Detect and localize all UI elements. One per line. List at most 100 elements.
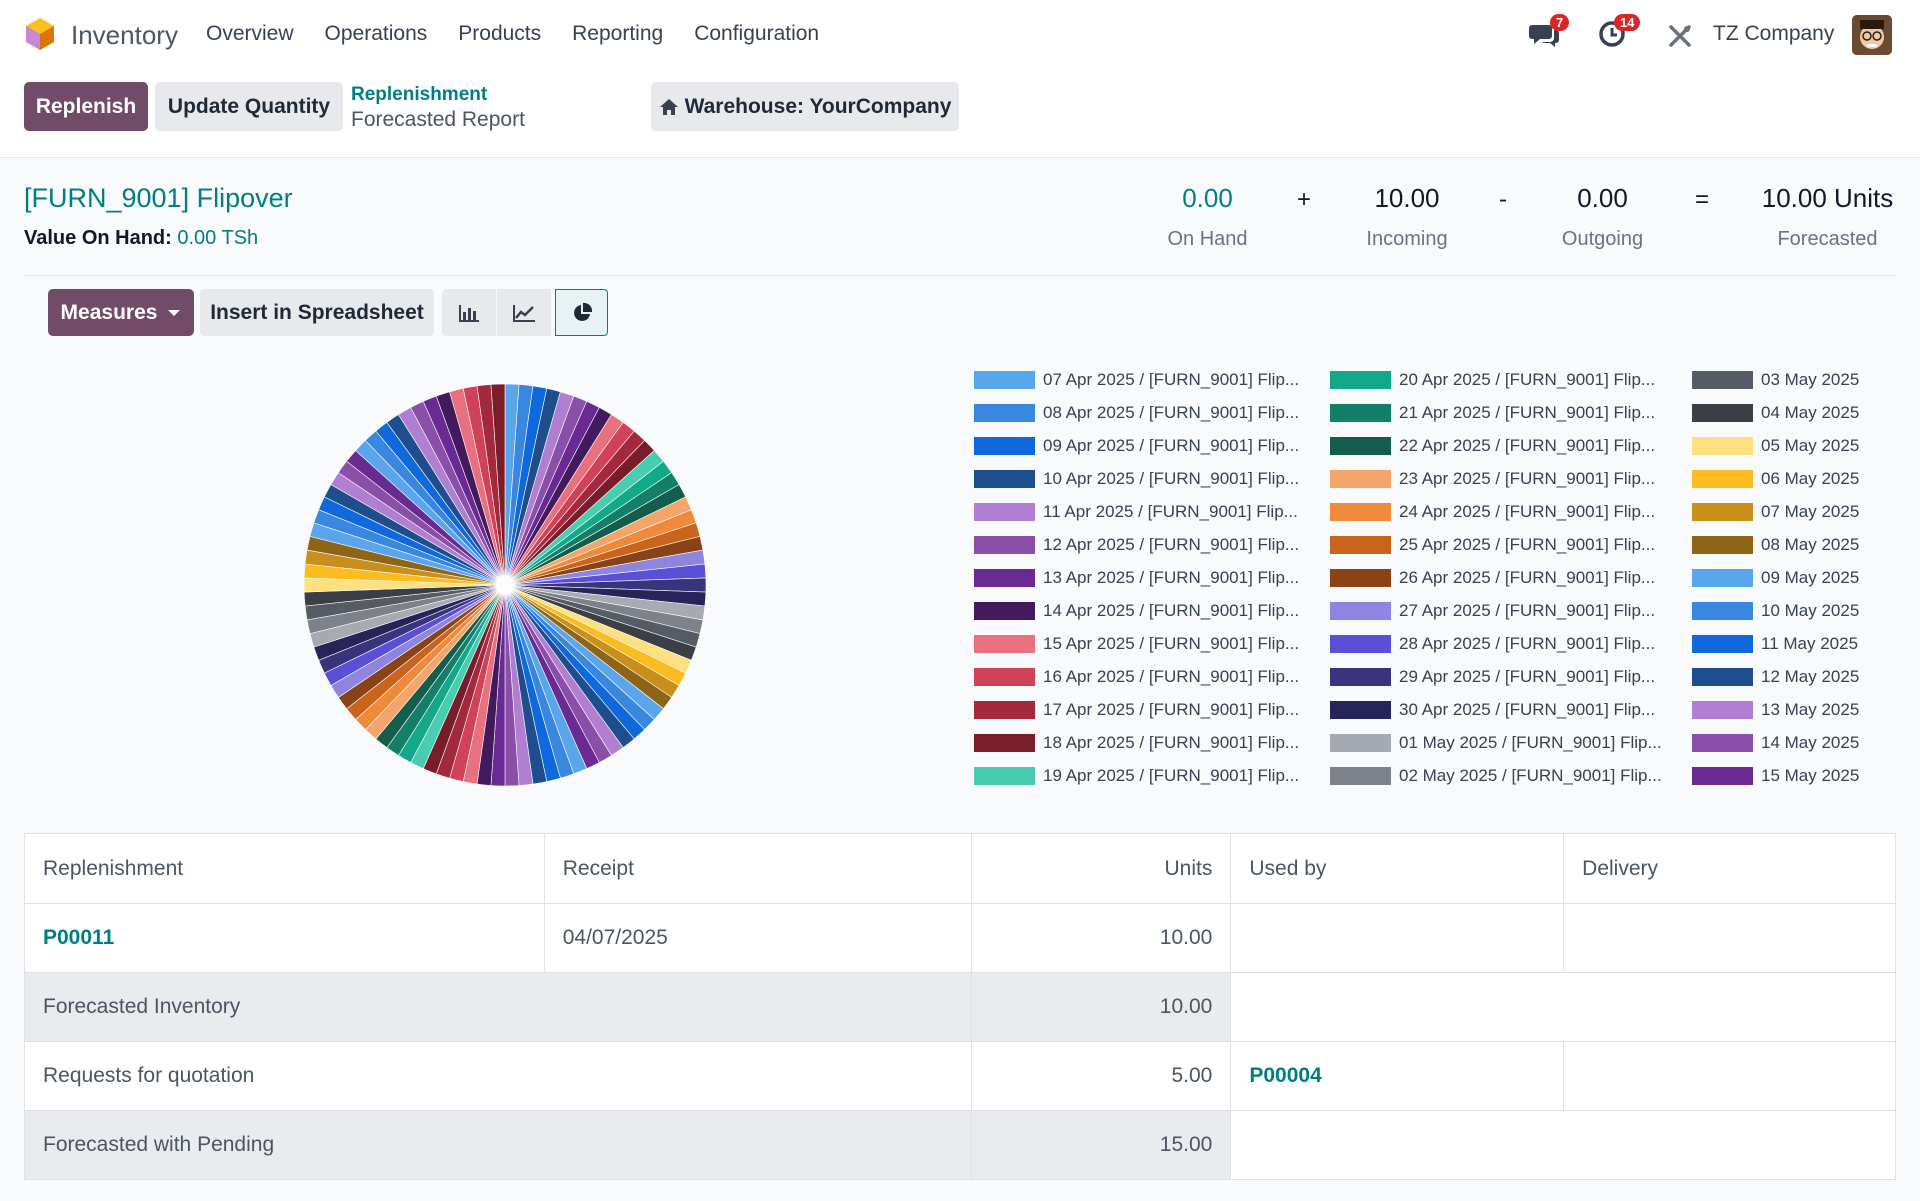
legend-item[interactable]: 17 Apr 2025 / [FURN_9001] Flip... [974, 700, 1324, 720]
rfq-used-by-link[interactable]: P00004 [1249, 1064, 1322, 1087]
measures-label: Measures [60, 300, 158, 324]
main-menu: Overview Operations Products Reporting C… [206, 22, 850, 46]
replenishment-cell: P00011 [24, 903, 545, 973]
legend-item[interactable]: 26 Apr 2025 / [FURN_9001] Flip... [1330, 568, 1686, 588]
legend-swatch [1330, 635, 1391, 653]
legend-item[interactable]: 07 May 2025 [1692, 502, 1862, 522]
legend-item[interactable]: 10 May 2025 [1692, 601, 1862, 621]
pie-chart[interactable] [300, 380, 710, 790]
legend-item[interactable]: 08 Apr 2025 / [FURN_9001] Flip... [974, 403, 1324, 423]
inventory-app-icon[interactable] [24, 17, 56, 51]
legend-label: 24 Apr 2025 / [FURN_9001] Flip... [1399, 502, 1656, 521]
col-used-by: Used by [1230, 833, 1565, 904]
legend-item[interactable]: 15 Apr 2025 / [FURN_9001] Flip... [974, 634, 1324, 654]
legend-item[interactable]: 09 May 2025 [1692, 568, 1862, 588]
outgoing-label: Outgoing [1561, 228, 1644, 250]
legend-item[interactable]: 19 Apr 2025 / [FURN_9001] Flip... [974, 766, 1324, 786]
legend-label: 13 Apr 2025 / [FURN_9001] Flip... [1043, 568, 1300, 587]
legend-label: 01 May 2025 / [FURN_9001] Flip... [1399, 733, 1662, 752]
legend-item[interactable]: 03 May 2025 [1692, 370, 1862, 390]
home-icon [659, 98, 678, 115]
legend-label: 23 Apr 2025 / [FURN_9001] Flip... [1399, 469, 1656, 488]
legend-item[interactable]: 02 May 2025 / [FURN_9001] Flip... [1330, 766, 1686, 786]
stat-on-hand[interactable]: 0.00 On Hand [1150, 183, 1265, 251]
menu-overview[interactable]: Overview [206, 22, 294, 45]
incoming-value: 10.00 [1374, 183, 1440, 213]
legend-swatch [974, 734, 1035, 752]
table-row: P00011 04/07/2025 10.00 [24, 903, 1896, 973]
legend-item[interactable]: 15 May 2025 [1692, 766, 1862, 786]
line-chart-view-button[interactable] [497, 289, 551, 336]
menu-reporting[interactable]: Reporting [572, 22, 664, 45]
legend-swatch [974, 767, 1035, 785]
legend-item[interactable]: 12 Apr 2025 / [FURN_9001] Flip... [974, 535, 1324, 555]
legend-label: 19 Apr 2025 / [FURN_9001] Flip... [1043, 766, 1300, 785]
legend-item[interactable]: 13 Apr 2025 / [FURN_9001] Flip... [974, 568, 1324, 588]
legend-item[interactable]: 27 Apr 2025 / [FURN_9001] Flip... [1330, 601, 1686, 621]
legend-item[interactable]: 14 May 2025 [1692, 733, 1862, 753]
legend-item[interactable]: 05 May 2025 [1692, 436, 1862, 456]
legend-item[interactable]: 28 Apr 2025 / [FURN_9001] Flip... [1330, 634, 1686, 654]
legend-item[interactable]: 22 Apr 2025 / [FURN_9001] Flip... [1330, 436, 1686, 456]
measures-dropdown[interactable]: Measures [48, 289, 194, 336]
legend-item[interactable]: 12 May 2025 [1692, 667, 1862, 687]
replenish-button[interactable]: Replenish [24, 82, 148, 131]
legend-item[interactable]: 25 Apr 2025 / [FURN_9001] Flip... [1330, 535, 1686, 555]
legend-label: 30 Apr 2025 / [FURN_9001] Flip... [1399, 700, 1656, 719]
menu-operations[interactable]: Operations [324, 22, 428, 45]
update-quantity-button[interactable]: Update Quantity [155, 82, 343, 131]
legend-item[interactable]: 30 Apr 2025 / [FURN_9001] Flip... [1330, 700, 1686, 720]
legend-swatch [1692, 635, 1753, 653]
insert-spreadsheet-button[interactable]: Insert in Spreadsheet [200, 289, 434, 336]
company-switcher[interactable]: TZ Company [1713, 22, 1835, 45]
legend-swatch [1692, 767, 1753, 785]
legend-label: 09 Apr 2025 / [FURN_9001] Flip... [1043, 436, 1300, 455]
legend-item[interactable]: 11 Apr 2025 / [FURN_9001] Flip... [974, 502, 1324, 522]
menu-configuration[interactable]: Configuration [694, 22, 820, 45]
tools-button[interactable] [1667, 23, 1693, 54]
user-avatar-image [1852, 15, 1892, 55]
breadcrumb-replenishment[interactable]: Replenishment [351, 84, 488, 105]
empty-cell [1230, 1110, 1896, 1180]
pie-slice[interactable] [490, 383, 506, 586]
legend-item[interactable]: 11 May 2025 [1692, 634, 1862, 654]
legend-item[interactable]: 06 May 2025 [1692, 469, 1862, 489]
legend-item[interactable]: 13 May 2025 [1692, 700, 1862, 720]
line-chart-icon [513, 304, 535, 322]
replenishment-link[interactable]: P00011 [43, 926, 115, 949]
legend-item[interactable]: 01 May 2025 / [FURN_9001] Flip... [1330, 733, 1686, 753]
outgoing-value: 0.00 [1577, 183, 1628, 213]
legend-item[interactable]: 18 Apr 2025 / [FURN_9001] Flip... [974, 733, 1324, 753]
legend-item[interactable]: 24 Apr 2025 / [FURN_9001] Flip... [1330, 502, 1686, 522]
user-avatar[interactable] [1852, 15, 1892, 55]
bar-chart-view-button[interactable] [442, 289, 496, 336]
pie-chart-svg[interactable] [300, 380, 710, 790]
legend-label: 08 May 2025 [1761, 535, 1860, 554]
product-title[interactable]: [FURN_9001] Flipover [24, 183, 293, 213]
pie-chart-view-button[interactable] [555, 289, 608, 336]
incoming-label: Incoming [1366, 228, 1448, 250]
legend-item[interactable]: 16 Apr 2025 / [FURN_9001] Flip... [974, 667, 1324, 687]
legend-item[interactable]: 04 May 2025 [1692, 403, 1862, 423]
bar-chart-icon [459, 304, 479, 322]
legend-swatch [1692, 569, 1753, 587]
activities-button[interactable]: 14 [1598, 14, 1641, 53]
chart-legend: 07 Apr 2025 / [FURN_9001] Flip... 08 Apr … [974, 370, 1874, 790]
legend-item[interactable]: 21 Apr 2025 / [FURN_9001] Flip... [1330, 403, 1686, 423]
app-name[interactable]: Inventory [71, 20, 178, 50]
menu-products[interactable]: Products [458, 22, 542, 45]
legend-item[interactable]: 09 Apr 2025 / [FURN_9001] Flip... [974, 436, 1324, 456]
legend-item[interactable]: 23 Apr 2025 / [FURN_9001] Flip... [1330, 469, 1686, 489]
legend-item[interactable]: 07 Apr 2025 / [FURN_9001] Flip... [974, 370, 1324, 390]
legend-item[interactable]: 29 Apr 2025 / [FURN_9001] Flip... [1330, 667, 1686, 687]
table-header-row: Replenishment Receipt Units Used by Deli… [24, 833, 1896, 904]
messages-button[interactable]: 7 [1528, 14, 1570, 55]
legend-item[interactable]: 14 Apr 2025 / [FURN_9001] Flip... [974, 601, 1324, 621]
units-cell: 10.00 [971, 903, 1232, 973]
legend-item[interactable]: 08 May 2025 [1692, 535, 1862, 555]
legend-item[interactable]: 10 Apr 2025 / [FURN_9001] Flip... [974, 469, 1324, 489]
warehouse-filter-button[interactable]: Warehouse: YourCompany [651, 82, 959, 131]
legend-item[interactable]: 20 Apr 2025 / [FURN_9001] Flip... [1330, 370, 1686, 390]
legend-swatch [974, 668, 1035, 686]
legend-label: 11 May 2025 [1761, 634, 1859, 653]
